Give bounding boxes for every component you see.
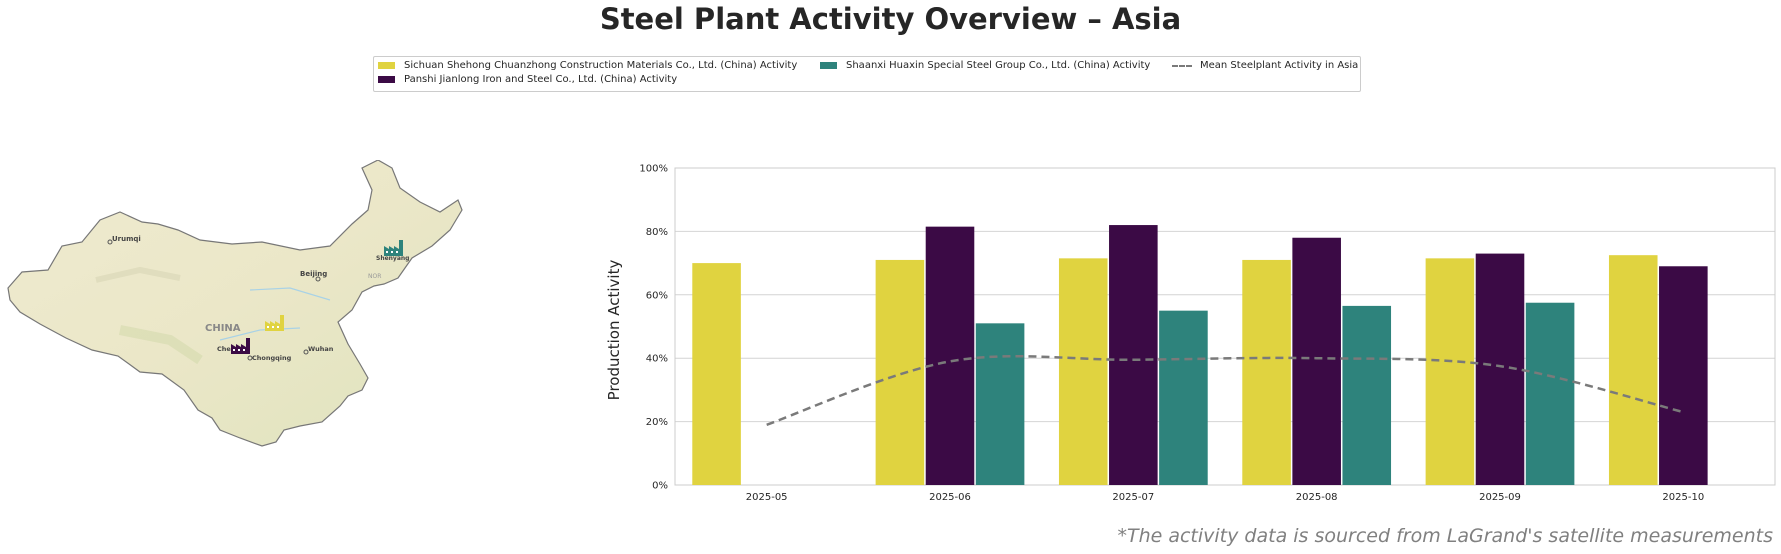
- plot-frame: [674, 167, 1776, 486]
- china-landmass: [7, 160, 463, 447]
- legend-label-sichuan: Sichuan Shehong Chuanzhong Construction …: [404, 60, 798, 71]
- city-dot-beijing: [315, 276, 321, 282]
- legend-label-mean: Mean Steelplant Activity in Asia: [1200, 60, 1359, 71]
- factory-icon: [265, 315, 284, 331]
- y-tick-label: 40%: [646, 354, 668, 365]
- bar: [1525, 302, 1575, 485]
- bar: [875, 259, 925, 485]
- map-label-china: CHINA: [205, 323, 241, 334]
- bar: [1242, 259, 1291, 485]
- bar: [975, 323, 1025, 485]
- city-dot-urumqi: [107, 239, 113, 245]
- x-tick-label: 2025-07: [1112, 492, 1154, 503]
- legend-swatch-mean: [1172, 64, 1192, 67]
- chart-title: Steel Plant Activity Overview – Asia: [599, 2, 1182, 36]
- map-label-shenyang: Shenyang: [376, 255, 409, 262]
- bar: [1292, 237, 1341, 485]
- y-tick-label: 20%: [646, 417, 668, 428]
- x-tick-label: 2025-05: [746, 492, 788, 503]
- river: [249, 287, 331, 301]
- map-label-chongqing: Chongqing: [252, 354, 292, 362]
- bar: [1659, 266, 1708, 485]
- map-label-urumqi: Urumqi: [112, 235, 141, 243]
- x-tick-label: 2025-10: [1662, 492, 1704, 503]
- bar: [1425, 258, 1475, 485]
- legend-item-panshi: Panshi Jianlong Iron and Steel Co., Ltd.…: [378, 74, 677, 85]
- y-tick-label: 80%: [646, 227, 668, 238]
- bar: [1342, 305, 1392, 485]
- legend: Sichuan Shehong Chuanzhong Construction …: [373, 56, 1361, 92]
- factory-icon: [231, 338, 250, 354]
- legend-swatch-panshi: [378, 76, 395, 83]
- map-label-nor: NOR: [368, 273, 381, 280]
- city-dot-chongqing: [247, 355, 253, 361]
- map-label-beijing: Beijing: [300, 270, 327, 278]
- bar: [692, 263, 741, 485]
- legend-item-mean: Mean Steelplant Activity in Asia: [1172, 60, 1358, 71]
- legend-swatch-sichuan: [378, 62, 395, 69]
- bar: [1109, 225, 1158, 485]
- bar: [1475, 253, 1525, 485]
- legend-item-sichuan: Sichuan Shehong Chuanzhong Construction …: [378, 60, 797, 71]
- x-tick-label: 2025-06: [929, 492, 971, 503]
- bar: [925, 226, 975, 485]
- river: [219, 327, 301, 341]
- terrain-shading: [119, 325, 203, 365]
- legend-label-panshi: Panshi Jianlong Iron and Steel Co., Ltd.…: [404, 74, 678, 85]
- bar: [1058, 258, 1108, 485]
- y-tick-label: 0%: [652, 481, 668, 492]
- footnote: *The activity data is sourced from LaGra…: [1117, 525, 1773, 547]
- legend-swatch-shaanxi: [820, 62, 837, 69]
- y-tick-label: 60%: [646, 290, 668, 301]
- factory-icon: [384, 240, 403, 256]
- bar-chart: 0% 20% 40% 60% 80% 100% 2025-05 2025-06 2025-07 2…: [639, 164, 1776, 503]
- x-tick-label: 2025-08: [1296, 492, 1338, 503]
- china-map: Urumqi Beijing CHINA Chengdu Chongqing W…: [7, 160, 463, 447]
- map-label-wuhan: Wuhan: [308, 345, 334, 353]
- city-dot-wuhan: [303, 349, 309, 355]
- mean-activity-line: [766, 354, 1684, 426]
- x-tick-label: 2025-09: [1479, 492, 1521, 503]
- bar: [1608, 255, 1658, 485]
- terrain-shading: [95, 266, 181, 283]
- legend-item-shaanxi: Shaanxi Huaxin Special Steel Group Co., …: [820, 60, 1150, 71]
- y-tick-label: 100%: [639, 164, 668, 175]
- legend-label-shaanxi: Shaanxi Huaxin Special Steel Group Co., …: [846, 60, 1151, 71]
- bar: [1159, 310, 1208, 485]
